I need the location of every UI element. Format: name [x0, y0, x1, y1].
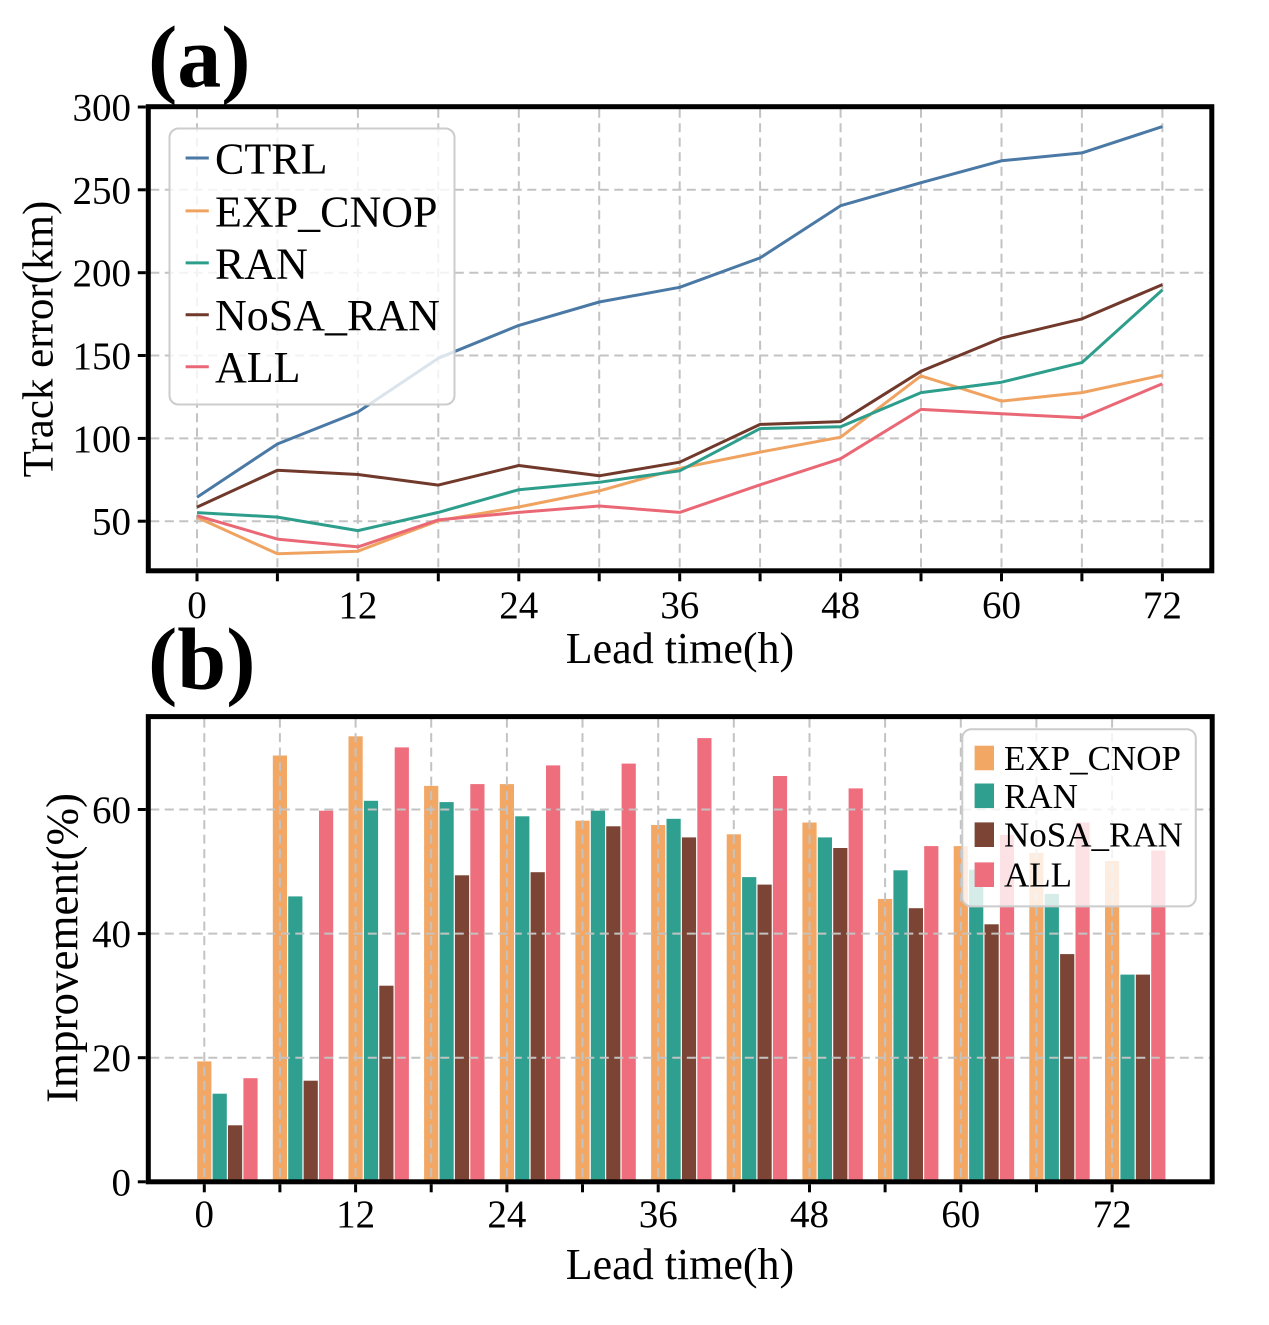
svg-text:ALL: ALL [1004, 856, 1072, 895]
svg-text:60: 60 [982, 584, 1021, 627]
svg-text:36: 36 [639, 1193, 678, 1236]
svg-text:EXP_CNOP: EXP_CNOP [215, 187, 438, 236]
svg-text:36: 36 [660, 584, 699, 627]
svg-text:(a): (a) [148, 10, 251, 107]
svg-text:60: 60 [92, 789, 131, 832]
svg-text:0: 0 [195, 1193, 215, 1236]
svg-text:150: 150 [73, 335, 132, 378]
svg-text:RAN: RAN [1004, 777, 1078, 816]
svg-text:72: 72 [1093, 1193, 1132, 1236]
svg-text:12: 12 [336, 1193, 375, 1236]
svg-text:40: 40 [92, 913, 131, 956]
svg-text:Lead time(h): Lead time(h) [566, 1240, 794, 1289]
svg-text:Lead time(h): Lead time(h) [566, 624, 794, 673]
svg-text:60: 60 [941, 1193, 980, 1236]
svg-text:24: 24 [499, 584, 538, 627]
svg-text:48: 48 [790, 1193, 829, 1236]
svg-text:12: 12 [338, 584, 377, 627]
svg-text:NoSA_RAN: NoSA_RAN [1004, 816, 1183, 855]
svg-text:24: 24 [487, 1193, 526, 1236]
svg-text:48: 48 [821, 584, 860, 627]
svg-text:0: 0 [112, 1161, 132, 1204]
svg-text:Track error(km): Track error(km) [16, 201, 63, 478]
svg-text:NoSA_RAN: NoSA_RAN [215, 291, 440, 340]
svg-text:250: 250 [73, 169, 132, 212]
svg-text:EXP_CNOP: EXP_CNOP [1004, 739, 1181, 778]
svg-text:0: 0 [187, 584, 207, 627]
svg-text:CTRL: CTRL [215, 135, 327, 184]
svg-text:ALL: ALL [215, 343, 301, 392]
svg-text:(b): (b) [148, 612, 256, 709]
svg-text:Improvement(%): Improvement(%) [38, 793, 88, 1103]
svg-text:200: 200 [73, 252, 132, 295]
svg-text:20: 20 [92, 1037, 131, 1080]
svg-text:300: 300 [73, 87, 132, 130]
svg-text:RAN: RAN [215, 239, 308, 288]
svg-text:72: 72 [1143, 584, 1182, 627]
svg-text:100: 100 [73, 418, 132, 461]
svg-text:50: 50 [92, 501, 131, 544]
